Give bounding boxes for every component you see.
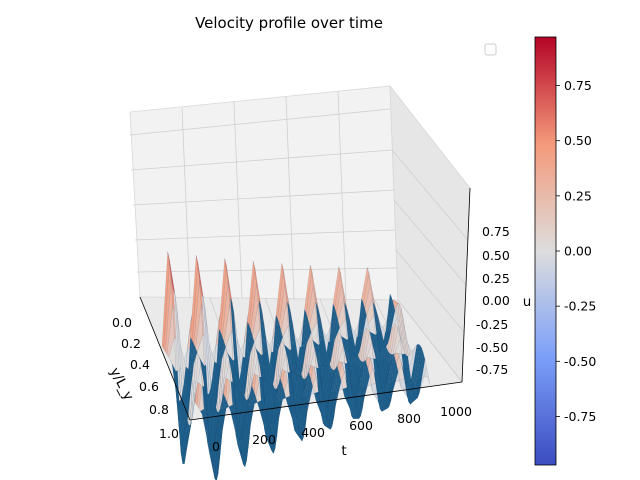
u-tick-label: -0.75	[476, 362, 508, 377]
u-axis-line	[461, 187, 471, 383]
colorbar-tick-label: 0.50	[564, 133, 592, 148]
x-tick-label: 1.0	[159, 426, 179, 441]
x-axis-line	[139, 296, 191, 421]
u-tick-label: 0.75	[482, 224, 510, 239]
colorbar-tick-label: 0.25	[564, 188, 592, 203]
surface-cell	[410, 343, 419, 390]
surface-cell	[389, 310, 397, 339]
u-tick-label: 0.00	[482, 293, 510, 308]
t-tick-label: 200	[252, 432, 276, 447]
u-tick-label: 0.25	[482, 271, 510, 286]
colorbar-tick-label: 0.75	[564, 78, 592, 93]
surface-cell	[384, 293, 392, 347]
u-tick-label: -0.25	[476, 317, 508, 332]
x-tick-label: 0.0	[112, 315, 132, 330]
surface-cell	[414, 344, 422, 400]
t-axis-line	[189, 381, 463, 421]
surface-cell	[400, 307, 409, 357]
legend-box	[484, 43, 497, 56]
u-tick-label: -0.50	[476, 340, 508, 355]
t-tick-label: 1000	[440, 404, 472, 419]
x-tick-label: 0.2	[121, 336, 141, 351]
surface-cell	[395, 303, 404, 350]
colorbar: 0.75 0.50 0.25 0.00 -0.25 -0.50 -0.75	[534, 36, 596, 466]
colorbar-gradient	[534, 36, 557, 466]
surface-cell	[385, 297, 394, 347]
surface-cell	[409, 344, 417, 380]
chart-title: Velocity profile over time	[195, 14, 383, 32]
t-tick-label: 400	[301, 425, 325, 440]
x-tick-label: 0.4	[130, 357, 150, 372]
colorbar-tick-label: -0.25	[564, 299, 596, 314]
t-axis: 0 200 400 600 800 1000 t	[189, 381, 472, 459]
x-axis: 0.0 0.2 0.4 0.6 0.8 1.0 y/L_y	[106, 296, 191, 441]
colorbar-ticks: 0.75 0.50 0.25 0.00 -0.25 -0.50 -0.75	[556, 78, 596, 424]
x-tick-label: 0.6	[139, 379, 159, 394]
surface-cell	[415, 347, 424, 400]
colorbar-tick-label: -0.50	[564, 354, 596, 369]
velocity-surface	[161, 251, 431, 480]
t-axis-title: t	[341, 443, 346, 459]
t-tick-label: 0	[212, 439, 220, 454]
t-tick-label: 800	[397, 411, 421, 426]
t-tick-label: 600	[349, 418, 373, 433]
surface-cell	[419, 359, 427, 394]
surface-cell	[407, 346, 416, 368]
u-axis: -0.75 -0.50 -0.25 0.00 0.25 0.50 0.75 u	[461, 187, 532, 383]
u-tick-label: 0.50	[482, 248, 510, 263]
u-axis-title: u	[523, 294, 532, 310]
x-tick-label: 0.8	[149, 402, 169, 417]
colorbar-tick-label: 0.00	[564, 244, 592, 259]
colorbar-tick-label: -0.75	[564, 409, 596, 424]
surface-cell	[399, 303, 407, 357]
